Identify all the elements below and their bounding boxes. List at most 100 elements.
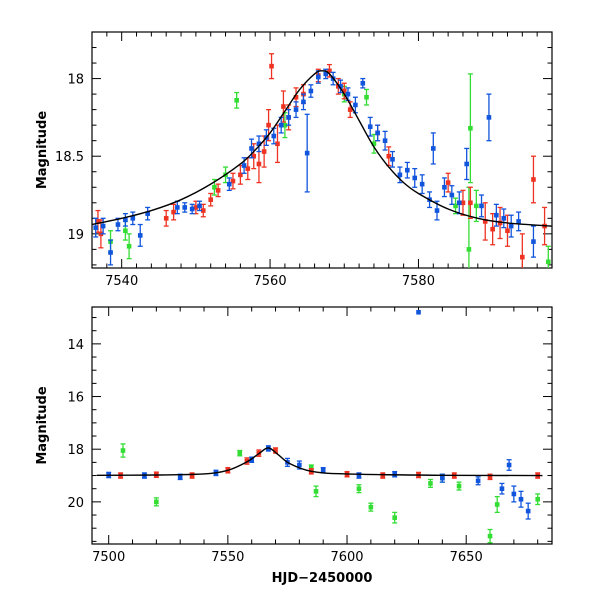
data-point xyxy=(313,485,319,498)
data-point xyxy=(300,93,306,111)
series-green xyxy=(120,443,541,544)
model-fit-curve xyxy=(92,70,552,227)
data-point xyxy=(269,53,275,80)
x-tick-label: 7600 xyxy=(330,550,363,565)
data-point xyxy=(356,484,362,494)
data-point xyxy=(482,202,488,241)
data-point xyxy=(189,203,195,215)
data-point xyxy=(153,497,159,507)
data-point xyxy=(380,472,386,479)
data-point xyxy=(464,147,470,181)
data-point xyxy=(126,233,132,260)
data-point xyxy=(467,73,473,184)
data-point xyxy=(456,481,462,491)
data-point xyxy=(197,200,203,212)
y-tick-label: 18.5 xyxy=(55,150,84,165)
data-point xyxy=(392,511,398,524)
data-point xyxy=(473,189,479,223)
data-point xyxy=(367,116,373,137)
data-point xyxy=(535,493,541,506)
data-point xyxy=(237,164,243,185)
data-point xyxy=(171,203,177,221)
data-point xyxy=(108,239,114,266)
data-point xyxy=(545,245,551,268)
top-panel-zoomed-light-curve: 7540 7560 7580 18 18.5 19 Magnitude xyxy=(35,31,553,289)
data-point xyxy=(382,130,388,151)
data-point xyxy=(519,233,525,268)
data-point xyxy=(525,502,531,520)
y-tick-label: 18 xyxy=(67,443,84,458)
data-point xyxy=(506,459,512,471)
data-point xyxy=(308,84,314,98)
data-point xyxy=(237,449,243,457)
series-blue xyxy=(93,68,536,266)
data-point xyxy=(445,172,451,193)
data-point xyxy=(501,208,507,229)
y-tick-label: 20 xyxy=(67,496,84,511)
data-point xyxy=(508,214,514,238)
bottom-panel-full-light-curve: 7500 7550 7600 7650 14 16 18 20 Magnitude HJD−245… xyxy=(35,306,553,586)
data-point xyxy=(449,185,455,205)
data-point xyxy=(530,225,536,258)
data-point xyxy=(93,217,99,238)
data-point xyxy=(256,135,262,153)
x-tick-label: 7550 xyxy=(211,550,244,565)
x-tick-label: 7580 xyxy=(402,274,435,289)
data-point xyxy=(163,209,169,227)
data-point xyxy=(341,82,347,100)
data-point xyxy=(375,124,381,142)
data-point xyxy=(145,206,151,221)
y-tick-label: 14 xyxy=(67,338,84,353)
data-point xyxy=(293,101,299,119)
data-point xyxy=(189,472,195,479)
x-tick-label: 7560 xyxy=(254,274,287,289)
plot-frame xyxy=(91,31,553,269)
plot-area xyxy=(96,309,543,544)
data-point xyxy=(453,197,459,215)
data-point xyxy=(389,150,395,168)
data-point xyxy=(441,177,447,198)
series-blue xyxy=(106,309,531,520)
series-green xyxy=(108,73,551,268)
data-point xyxy=(427,478,433,489)
y-axis-title: Magnitude xyxy=(35,386,50,465)
data-point xyxy=(530,155,536,204)
data-point xyxy=(245,157,251,181)
data-point xyxy=(230,172,236,190)
data-point xyxy=(499,482,505,495)
x-axis-title: HJD−2450000 xyxy=(272,571,373,586)
data-point xyxy=(493,203,499,227)
data-point xyxy=(122,213,128,227)
x-tick-label: 7540 xyxy=(105,274,138,289)
y-axis-title: Magnitude xyxy=(35,111,50,190)
data-point xyxy=(364,88,370,106)
data-point xyxy=(226,177,232,192)
data-point xyxy=(475,476,481,486)
y-tick-label: 19 xyxy=(67,228,84,243)
y-tick-label: 16 xyxy=(67,391,84,406)
data-point xyxy=(412,167,418,188)
data-point xyxy=(486,93,492,142)
data-point xyxy=(100,217,106,235)
data-point xyxy=(120,443,126,458)
x-tick-label: 7500 xyxy=(92,550,125,565)
data-point xyxy=(404,161,410,179)
model-fit-curve xyxy=(96,447,543,477)
data-point xyxy=(338,79,344,94)
data-point xyxy=(511,485,517,503)
data-point xyxy=(497,206,503,240)
data-point xyxy=(234,91,240,109)
data-point xyxy=(286,108,292,126)
data-point xyxy=(304,113,310,193)
data-point xyxy=(215,183,221,198)
data-point xyxy=(137,223,143,247)
data-point xyxy=(518,490,524,508)
data-point xyxy=(494,495,500,514)
x-tick-label: 7650 xyxy=(450,550,483,565)
data-point xyxy=(467,186,473,219)
data-point xyxy=(516,211,522,232)
plot-frame xyxy=(91,306,553,545)
data-point xyxy=(416,309,421,315)
data-point xyxy=(182,202,188,213)
data-point xyxy=(130,211,136,226)
